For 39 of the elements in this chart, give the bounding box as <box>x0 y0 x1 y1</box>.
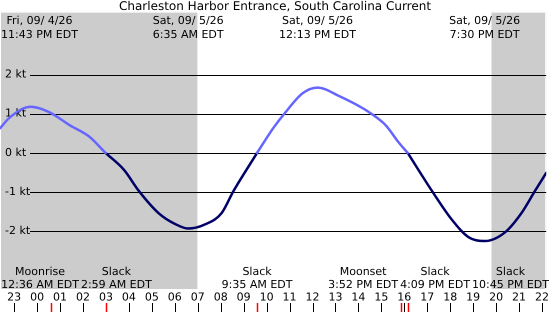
x-tick-label: 07 <box>190 290 205 304</box>
annotation: Sat, 09/ 5/26 7:30 PM EDT <box>449 14 520 41</box>
x-tick-label: 10 <box>260 290 274 304</box>
annotation: Sat, 09/ 5/26 6:35 AM EDT <box>152 14 224 41</box>
x-tick-label: 12 <box>306 290 320 304</box>
x-tick-label: 20 <box>489 290 504 304</box>
annotation: Slack 10:45 PM EDT <box>472 264 550 291</box>
x-tick-label: 09 <box>236 290 251 304</box>
x-tick-label: 01 <box>53 290 68 304</box>
ref-line-label: Slack 9:35 AM EDT <box>222 264 293 291</box>
x-tick-label: 19 <box>466 290 480 304</box>
y-tick-label: 2 kt <box>5 68 27 80</box>
x-tick-label: 17 <box>420 290 434 304</box>
x-tick-label: 22 <box>535 290 549 304</box>
y-tick-label: -2 kt <box>5 224 31 238</box>
chart-title: Charleston Harbor Entrance, South Carolina Current <box>118 0 432 14</box>
x-tick-label: 23 <box>7 290 22 304</box>
x-tick-label: 13 <box>328 290 342 304</box>
ref-line-label: Slack 4:09 PM EDT <box>400 264 470 291</box>
x-tick-label: 05 <box>144 290 159 304</box>
x-tick-label: 18 <box>443 290 458 304</box>
annotation: Sat, 09/ 5/26 12:13 PM EDT <box>278 14 356 41</box>
x-tick-label: 04 <box>122 290 136 304</box>
x-tick-label: 03 <box>98 290 113 304</box>
y-tick-label: 0 kt <box>5 146 27 159</box>
ref-line-label: Moonset 3:52 PM EDT <box>328 264 398 291</box>
x-tick-label: 02 <box>76 290 90 304</box>
x-tick-label: 21 <box>512 290 526 304</box>
ref-line-label: Moonrise 12:36 AM EDT <box>1 264 80 291</box>
x-tick-label: 16 <box>397 290 412 304</box>
x-tick-label: 06 <box>168 290 182 304</box>
x-tick-label: 00 <box>30 290 44 304</box>
y-tick-label: -1 kt <box>5 184 31 198</box>
x-tick-label: 15 <box>374 290 388 304</box>
x-tick-label: 08 <box>214 290 228 304</box>
x-tick-label: 11 <box>282 290 297 304</box>
x-tick-label: 14 <box>351 290 366 304</box>
ref-line-label: Slack 2:59 AM EDT <box>80 264 152 291</box>
annotation: Fri, 09/ 4/26 11:43 PM EDT <box>0 14 78 41</box>
